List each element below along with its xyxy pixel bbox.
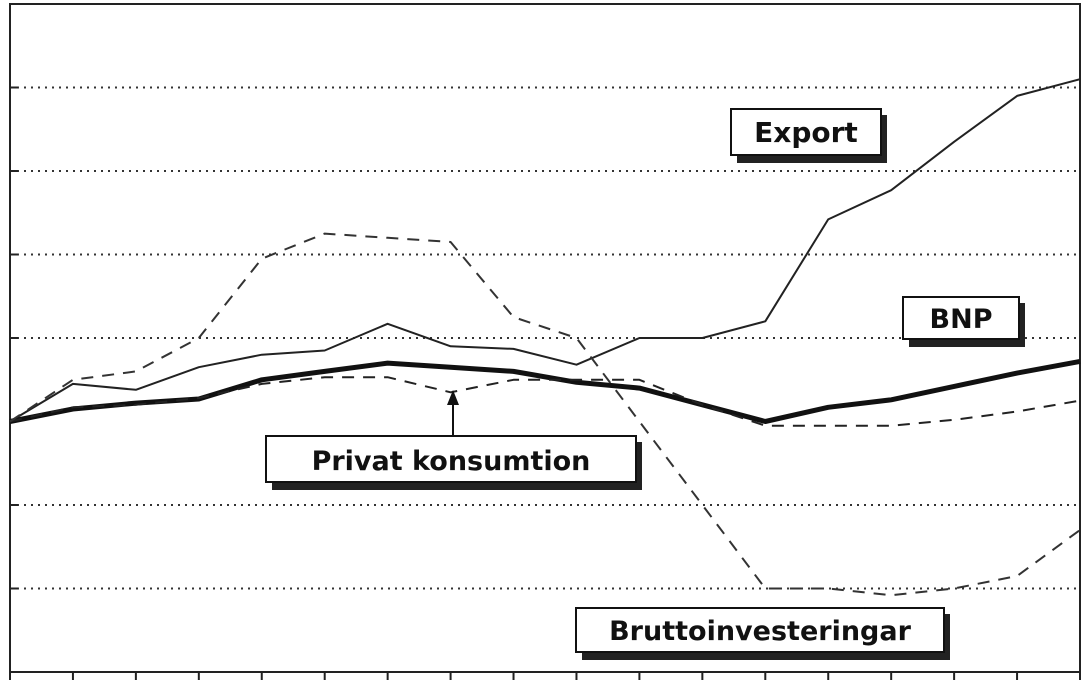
privat-konsumtion-arrow bbox=[447, 390, 459, 440]
series-bnp-line bbox=[9, 358, 1081, 424]
series-export-line bbox=[9, 78, 1081, 423]
axes bbox=[9, 3, 1081, 680]
bruttoinvesteringar-label: Bruttoinvesteringar bbox=[609, 616, 911, 647]
bnp-label: BNP bbox=[930, 304, 993, 335]
bruttoinvesteringar-label-box: Bruttoinvesteringar bbox=[575, 607, 950, 660]
series-privat-konsumtion-line bbox=[9, 376, 1081, 427]
bnp-label-box: BNP bbox=[902, 296, 1025, 347]
export-label: Export bbox=[754, 116, 858, 149]
series-lines bbox=[9, 78, 1081, 597]
privat-konsumtion-label: Privat konsumtion bbox=[312, 446, 591, 477]
series-bruttoinvesteringar-line bbox=[9, 232, 1081, 597]
privat-konsumtion-label-box: Privat konsumtion bbox=[265, 435, 642, 490]
export-label-box: Export bbox=[730, 108, 887, 163]
